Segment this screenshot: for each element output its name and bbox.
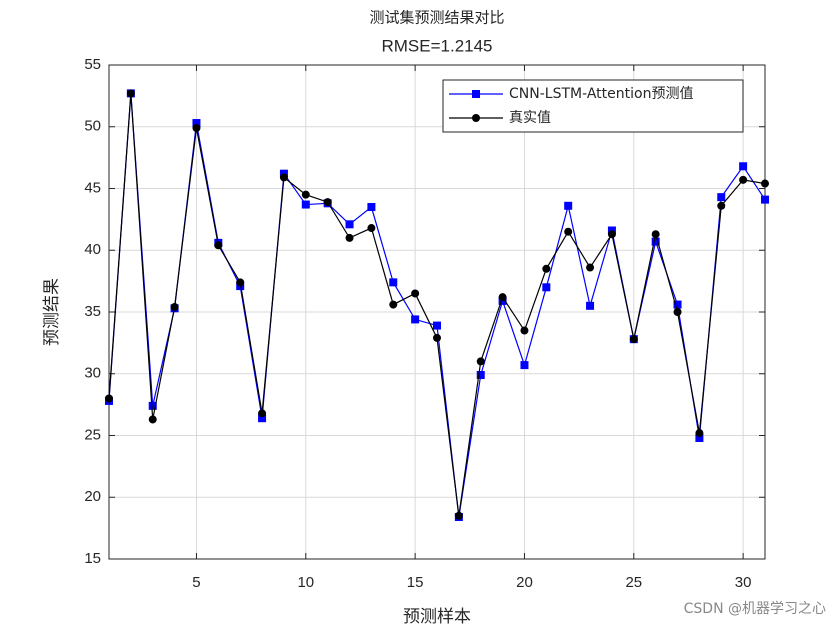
data-point (192, 123, 201, 132)
data-point (476, 357, 485, 366)
data-point (564, 201, 573, 210)
data-point (520, 361, 529, 370)
data-point (542, 264, 551, 273)
data-point (629, 335, 638, 344)
x-tick-label: 5 (192, 574, 200, 591)
data-point (586, 263, 595, 272)
data-point (498, 293, 507, 302)
data-point (454, 511, 463, 520)
data-point (761, 195, 769, 204)
data-point (717, 201, 726, 210)
data-point (126, 89, 135, 98)
x-axis-label: 预测样本 (403, 607, 471, 627)
legend-label: 真实值 (509, 110, 551, 126)
data-point (695, 429, 704, 438)
y-tick-label: 20 (84, 488, 101, 505)
data-point (739, 162, 748, 171)
y-axis-label: 预测结果 (42, 278, 62, 346)
data-point (673, 300, 682, 309)
data-point (411, 315, 420, 324)
plot-frame (108, 64, 766, 560)
data-point (411, 289, 420, 298)
data-point (564, 227, 573, 236)
data-point (323, 198, 332, 207)
data-point (214, 241, 223, 250)
data-point (542, 283, 551, 292)
x-tick-label: 10 (297, 574, 314, 591)
y-tick-label: 25 (84, 426, 101, 443)
legend-marker (472, 90, 480, 98)
data-point (520, 326, 529, 335)
y-tick-label: 55 (84, 56, 101, 73)
data-point (170, 303, 179, 312)
data-point (739, 175, 748, 184)
x-tick-label: 30 (735, 574, 752, 591)
data-point (389, 278, 398, 287)
data-point (651, 230, 660, 239)
data-point (279, 173, 288, 182)
data-point (236, 278, 245, 287)
y-tick-label: 15 (84, 550, 101, 567)
legend-box (442, 79, 744, 133)
data-point (695, 433, 704, 442)
legend-label: CNN-LSTM-Attention预测值 (509, 86, 693, 102)
data-point (367, 203, 376, 212)
data-point (476, 370, 485, 379)
y-tick-label: 35 (84, 303, 101, 320)
chart-title: 测试集预测结果对比 (369, 9, 504, 27)
data-point (433, 333, 441, 342)
data-point (345, 233, 354, 242)
y-tick-label: 45 (84, 179, 101, 196)
data-point (148, 415, 157, 424)
data-point (717, 193, 726, 202)
x-tick-label: 20 (516, 574, 533, 591)
x-tick-label: 25 (625, 574, 642, 591)
y-tick-label: 40 (84, 241, 101, 258)
data-point (301, 200, 310, 209)
data-point (673, 308, 682, 316)
data-point (389, 300, 398, 309)
data-point (586, 301, 595, 310)
data-point (651, 237, 660, 246)
data-point (607, 230, 616, 239)
y-tick-label: 30 (84, 365, 101, 382)
data-point (761, 179, 769, 188)
x-tick-label: 15 (407, 574, 424, 591)
data-point (192, 119, 201, 128)
legend-marker (472, 114, 480, 122)
y-tick-label: 50 (84, 118, 101, 135)
data-point (258, 414, 267, 423)
data-point (367, 224, 376, 233)
chart-subtitle: RMSE=1.2145 (381, 36, 492, 55)
data-point (148, 401, 157, 410)
data-point (301, 190, 310, 199)
data-point (345, 220, 354, 229)
data-point (258, 409, 267, 418)
data-point (105, 394, 113, 403)
data-point (433, 321, 441, 330)
watermark: CSDN @机器学习之心 (684, 601, 826, 617)
